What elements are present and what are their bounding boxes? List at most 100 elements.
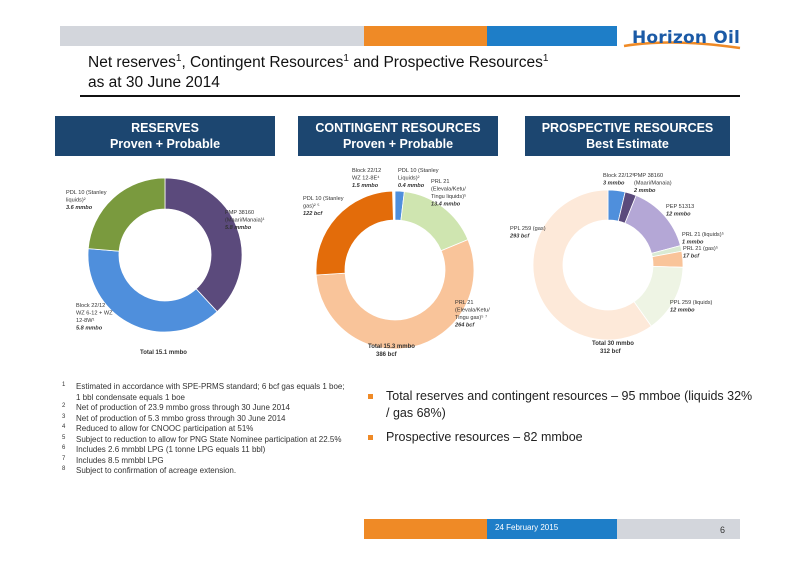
slice-label: 5.8 mmbo (225, 225, 252, 231)
slice-label: PDL 10 (Stanley (303, 196, 344, 202)
slice-label: 264 bcf (454, 323, 475, 329)
title-part2: , Contingent Resources (181, 54, 344, 72)
slice-label: liquids)² (66, 198, 86, 204)
prospective-title: PROSPECTIVE RESOURCES (541, 121, 714, 135)
slice-label: PRL 21 (455, 300, 473, 306)
logo-text: Horizon Oil (632, 28, 741, 48)
footnote-ref: 1 (343, 53, 349, 64)
footnote-number: 6 (62, 445, 66, 451)
page-number: 6 (720, 525, 726, 535)
header-blue-bar (487, 26, 617, 46)
footer-blue-bar (487, 519, 617, 539)
slice-label: PPL 259 (gas) (510, 226, 546, 232)
slice-label: PEP 51313 (666, 204, 694, 210)
contingent-title: CONTINGENT RESOURCES (315, 121, 481, 135)
bullet-text: Prospective resources – 82 mmboe (386, 430, 583, 444)
donut-slice (87, 177, 166, 252)
slice-label: 0.4 mmbo (398, 183, 425, 189)
footer-orange-bar (364, 519, 487, 539)
footer-date: 24 February 2015 (495, 523, 559, 532)
footnote-item: 5 Subject to reduction to allow for PNG S… (62, 435, 362, 446)
slice-label: 5.8 mmbo (76, 326, 103, 332)
footnote-text: Includes 2.6 mmbbl LPG (1 tonne LPG equa… (76, 445, 266, 454)
reserves-header: RESERVES Proven + Probable (55, 116, 275, 156)
footnote-item: 8 Subject to confirmation of acreage exte… (62, 466, 362, 477)
logo-swoosh-icon (623, 41, 741, 50)
slice-label: PRL 21 (gas)⁵ (683, 245, 718, 252)
slice-label: 2 mmbo (633, 188, 656, 194)
donut-slice (87, 248, 218, 333)
prospective-subtitle: Best Estimate (586, 137, 669, 151)
page-title: Net reserves1, Contingent Resources1 and… (88, 49, 738, 93)
key-points: Total reserves and contingent resources … (368, 388, 753, 453)
slice-label: 13.4 mmbo (431, 202, 461, 208)
contingent-header: CONTINGENT RESOURCES Proven + Probable (298, 116, 498, 156)
slice-label: 12 mmbo (666, 212, 691, 218)
donut-slice (532, 189, 652, 341)
slice-label: 12-8W¹ (76, 318, 94, 324)
title-divider (80, 95, 740, 97)
bullet-item: Prospective resources – 82 mmboe (368, 429, 753, 446)
bullet-square-icon (368, 435, 373, 440)
slice-label: Liquids)² (398, 176, 420, 182)
slice-label: 17 bcf (683, 254, 700, 260)
footnote-number: 7 (62, 455, 66, 462)
footnote-item: 1 Estimated in accordance with SPE-PRMS s… (62, 382, 362, 393)
reserves-title: RESERVES (131, 121, 199, 135)
footnote-text: Subject to confirmation of acreage exten… (76, 466, 237, 475)
slice-label: 1.5 mmbo (352, 183, 379, 189)
footnotes: 1 Estimated in accordance with SPE-PRMS s… (62, 382, 362, 477)
footnote-item: 7 Includes 8.5 mmbbl LPG (62, 456, 362, 467)
contingent-subtitle: Proven + Probable (342, 137, 454, 151)
slice-label: Tingu gas)⁵ ⁷ (455, 314, 487, 321)
slice-label: PDL 10 (Stanley (398, 168, 439, 174)
bullet-square-icon (368, 394, 373, 399)
footnote-text: Estimated in accordance with SPE-PRMS st… (76, 382, 345, 391)
slice-label: 1 mmbo (682, 240, 704, 246)
footnote-number: 5 (62, 434, 66, 441)
donut-slice (164, 177, 243, 313)
title-part1: Net reserves (88, 54, 176, 72)
donut-slice (315, 239, 475, 350)
slice-label: Tingu liquids)⁵ (431, 193, 466, 200)
footnote-text: Net of production of 23.9 mmbo gross thr… (76, 403, 290, 412)
footnote-text: Reduced to allow for CNOOC participation… (76, 424, 254, 433)
slice-label: Block 22/12 (76, 303, 105, 309)
slice-label: 12 mmbo (670, 308, 695, 314)
slice-label: (Elevala/Ketu/ (431, 187, 466, 193)
footnote-number: 3 (62, 413, 66, 420)
header-gray-bar (60, 26, 364, 46)
footnote-text: 1 bbl condensate equals 1 boe (76, 392, 185, 402)
footnote-number: 8 (62, 466, 66, 472)
title-part3: and Prospective Resources (348, 54, 543, 72)
footnote-text: Subject to reduction to allow for PNG St… (76, 434, 342, 444)
footnote-number: 2 (62, 403, 66, 409)
slice-label: PMP 38160 (634, 173, 663, 179)
footnote-text: Includes 8.5 mmbbl LPG (76, 455, 164, 465)
chart-total: Total 15.3 mmbo (368, 344, 415, 350)
slice-label: PRL 21 (liquids)⁵ (682, 231, 724, 238)
footnote-ref: 1 (175, 53, 182, 64)
bullet-text: Total reserves and contingent resources … (386, 389, 753, 420)
footnote-number: 1 (62, 382, 66, 388)
footnote-text: Net of production of 5.3 mmbo gross thro… (76, 413, 286, 423)
slice-label: PDL 10 (Stanley (66, 190, 107, 196)
donut-slice (315, 190, 394, 276)
chart-total: 386 bcf (376, 352, 398, 358)
slice-label: (Maari/Manaia) (634, 181, 672, 187)
slice-label: PPL 259 (liquids) (670, 300, 713, 306)
slice-label: 293 bcf (509, 234, 530, 240)
slice-label: Block 22/12 (352, 168, 381, 174)
bullet-item: Total reserves and contingent resources … (368, 388, 753, 422)
reserves-subtitle: Proven + Probable (109, 137, 221, 151)
chart-total: Total 30 mmbo (592, 341, 634, 347)
slice-label: 3.6 mmbo (66, 205, 93, 211)
slice-label: WZ 12-8E⁴ (352, 175, 380, 182)
company-logo: Horizon Oil (622, 26, 742, 50)
footnote-item: 2 Net of production of 23.9 mmbo gross th… (62, 403, 362, 414)
slice-label: (Elevala/Ketu/ (455, 308, 490, 314)
footnote-number: 4 (62, 424, 66, 430)
footnote-item: 6 Includes 2.6 mmbbl LPG (1 tonne LPG equ… (62, 445, 362, 456)
slice-label: 122 bcf (303, 211, 323, 217)
